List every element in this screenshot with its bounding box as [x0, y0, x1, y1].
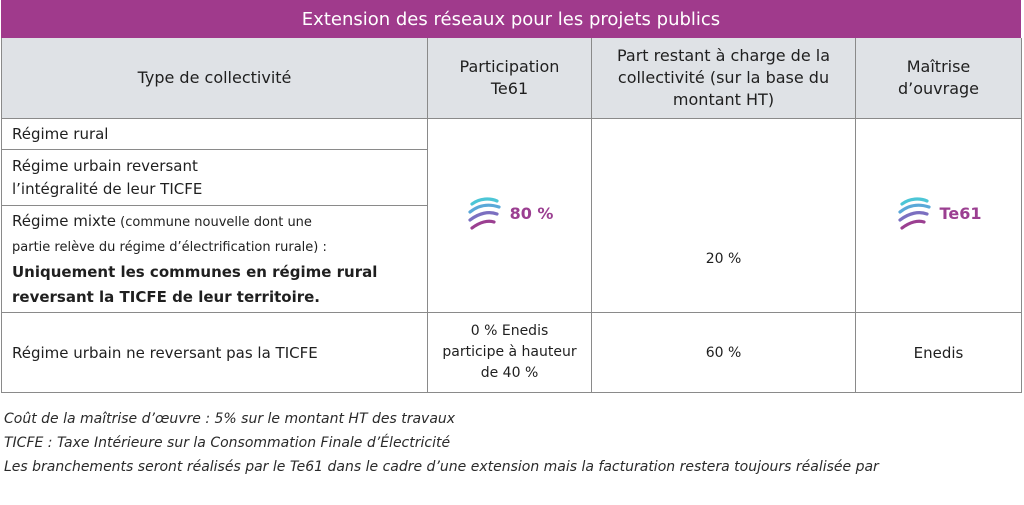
- funding-table: Type de collectivité Participation Te61 …: [1, 38, 1022, 393]
- header-part-restant: Part restant à charge de la collectivité…: [591, 38, 856, 119]
- row-regime-mixte: Régime mixte (commune nouvelle dont une …: [1, 205, 428, 313]
- mixte-detail-line2: reversant la TICFE de leur territoire.: [12, 287, 320, 306]
- last-maitrise-cell: Enedis: [855, 312, 1022, 393]
- header-maitrise: Maîtrise d’ouvrage: [855, 38, 1022, 119]
- mixte-line1: Régime mixte (commune nouvelle dont une: [12, 209, 419, 235]
- row-regime-urbain-line1: Régime urbain reversant: [12, 156, 198, 175]
- te61-wave-logo-icon: [897, 196, 931, 230]
- header-participation: Participation Te61: [427, 38, 592, 119]
- last-participation-line3: de 40 %: [480, 365, 539, 381]
- header-type: Type de collectivité: [1, 38, 428, 119]
- table-row: Régime mixte (commune nouvelle dont une …: [1, 205, 1022, 313]
- header-row: Type de collectivité Participation Te61 …: [1, 38, 1022, 119]
- last-participation-line2: participe à hauteur: [442, 344, 577, 360]
- footnote-ticfe: TICFE : Taxe Intérieure sur la Consommat…: [4, 435, 451, 451]
- table-row: Régime urbain reversant l’intégralité de…: [1, 149, 1022, 206]
- table-row: Régime urbain ne reversant pas la TICFE …: [1, 312, 1022, 393]
- row-regime-urbain-reversant: Régime urbain reversant l’intégralité de…: [1, 149, 428, 206]
- last-participation-cell: 0 % Enedis participe à hauteur de 40 %: [427, 312, 592, 393]
- row-regime-urbain-line2: l’intégralité de leur TICFE: [12, 179, 203, 198]
- te61-wave-logo-icon: [467, 196, 501, 230]
- group-part-restant-cell: 20 %: [591, 118, 856, 313]
- row-regime-urbain-non-reversant: Régime urbain ne reversant pas la TICFE: [1, 312, 428, 393]
- table-title: Extension des réseaux pour les projets p…: [1, 0, 1021, 38]
- participation-value: 80 %: [509, 204, 554, 223]
- header-maitrise-label: Maîtrise d’ouvrage: [897, 57, 980, 98]
- mixte-label: Régime mixte: [12, 211, 117, 230]
- footnotes: Coût de la maîtrise d’œuvre : 5% sur le …: [4, 407, 1019, 479]
- header-part-restant-label: Part restant à charge de la collectivité…: [616, 46, 830, 109]
- group-maitrise-cell: Te61: [855, 118, 1022, 313]
- maitrise-logo-text: Te61: [939, 204, 982, 223]
- footnote-branchements: Les branchements seront réalisés par le …: [4, 459, 879, 475]
- mixte-note-part1: (commune nouvelle dont une: [116, 214, 312, 230]
- footnote-maitrise-oeuvre: Coût de la maîtrise d’œuvre : 5% sur le …: [4, 411, 456, 427]
- header-participation-label: Participation Te61: [459, 57, 560, 98]
- participation-logo: 80 %: [466, 195, 554, 233]
- table-row: Régime rural 80 % 20 %: [1, 118, 1022, 313]
- mixte-detail-line1: Uniquement les communes en régime rural: [12, 262, 378, 281]
- maitrise-logo: Te61: [896, 195, 982, 233]
- mixte-note-part2: partie relève du régime d’électrificatio…: [12, 239, 327, 255]
- last-participation-line1: 0 % Enedis: [470, 323, 549, 339]
- group-participation-cell: 80 %: [427, 118, 592, 313]
- last-part-restant-cell: 60 %: [591, 312, 856, 393]
- row-regime-rural: Régime rural: [1, 118, 428, 150]
